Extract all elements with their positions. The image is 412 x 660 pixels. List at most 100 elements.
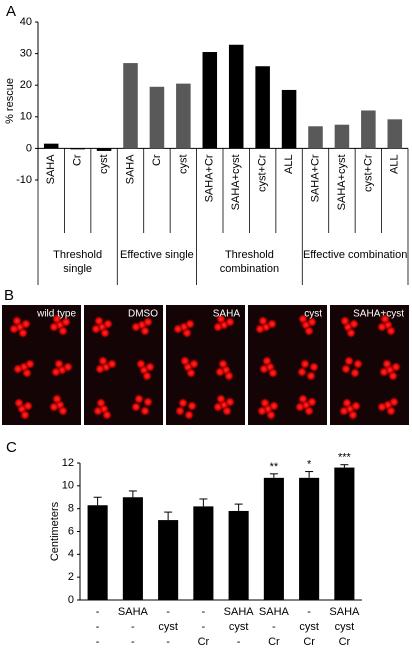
image-label: wild type xyxy=(36,309,76,320)
cell-blob xyxy=(257,406,267,416)
cell-blob xyxy=(339,406,349,416)
cell-blob xyxy=(63,362,73,372)
cell-blob xyxy=(61,317,71,327)
panel-letter: C xyxy=(6,439,17,456)
cell-blob xyxy=(100,328,110,338)
cell-blob xyxy=(350,368,360,378)
image-label: cyst xyxy=(304,309,322,320)
y-tick-label: 40 xyxy=(20,16,32,28)
x-tick-label: - xyxy=(272,621,276,633)
cell-blob xyxy=(346,328,356,338)
cell-blob xyxy=(178,398,188,408)
cell-blob xyxy=(218,359,228,369)
x-tick-label: cyst+Cr xyxy=(257,154,269,192)
x-tick-label: - xyxy=(202,606,206,618)
cell-blob xyxy=(131,402,141,412)
cell-blob xyxy=(22,368,32,378)
cell-blob xyxy=(389,397,399,407)
image-label: SAHA xyxy=(213,309,241,320)
panel-letter: B xyxy=(4,287,14,304)
bar xyxy=(361,110,376,149)
y-tick-label: 8 xyxy=(68,503,74,515)
y-axis-label: Centimeters xyxy=(49,501,61,561)
cell-blob xyxy=(349,319,359,329)
bar xyxy=(255,66,270,149)
cell-blob xyxy=(341,364,351,374)
cell-blob xyxy=(304,326,314,336)
cell-blob xyxy=(259,364,269,374)
x-tick-label: - xyxy=(202,621,206,633)
cell-blob xyxy=(51,367,61,377)
x-tick-label: Cr xyxy=(339,636,351,648)
cell-blob xyxy=(388,371,398,381)
cell-blob xyxy=(145,362,155,372)
cell-blob xyxy=(54,359,64,369)
bar xyxy=(308,126,323,149)
x-tick-label: - xyxy=(237,636,241,648)
cell-blob xyxy=(386,326,396,336)
cell-blob xyxy=(49,322,59,332)
cell-blob xyxy=(173,324,183,334)
x-tick-label: cyst+Cr xyxy=(362,154,374,192)
bar xyxy=(96,148,112,151)
cell-blob xyxy=(391,362,401,372)
cell-blob xyxy=(348,410,358,420)
y-tick-label: 0 xyxy=(26,142,32,154)
cell-blob xyxy=(95,364,105,374)
x-tick-label: SAHA+cyst xyxy=(230,154,242,210)
group-label: Threshold combination xyxy=(219,249,280,275)
x-tick-label: - xyxy=(166,636,170,648)
significance: *** xyxy=(338,452,352,464)
cell-blob xyxy=(93,406,103,416)
cell-blob xyxy=(143,397,153,407)
x-tick-label: - xyxy=(131,636,135,648)
bar xyxy=(334,124,350,149)
bar xyxy=(87,505,108,600)
bar xyxy=(387,119,403,149)
x-tick-label: Cr xyxy=(268,636,280,648)
cell-blob xyxy=(189,359,199,369)
cell-blob xyxy=(269,401,279,411)
image-label: SAHA+cyst xyxy=(353,309,404,320)
cell-blob xyxy=(216,394,226,404)
x-tick-label: cyst xyxy=(158,621,178,633)
cell-blob xyxy=(342,398,352,408)
cell-blob xyxy=(143,317,153,327)
cell-blob xyxy=(185,319,195,329)
cell-blob xyxy=(298,314,308,324)
cell-blob xyxy=(344,356,354,366)
cell-blob xyxy=(215,367,225,377)
cell-blob xyxy=(222,406,232,416)
y-axis-label: % rescue xyxy=(4,78,16,124)
cell-blob xyxy=(140,326,150,336)
y-tick-label: 6 xyxy=(68,525,74,537)
x-tick-label: ALL xyxy=(389,154,401,174)
cell-blob xyxy=(382,359,392,369)
y-tick-label: 20 xyxy=(20,79,32,91)
cell-blob xyxy=(96,398,106,408)
cell-blob xyxy=(377,402,387,412)
bar xyxy=(70,148,85,150)
cell-blob xyxy=(23,401,33,411)
x-tick-label: SAHA xyxy=(45,154,57,185)
cell-blob xyxy=(18,328,28,338)
cell-blob xyxy=(300,359,310,369)
bar xyxy=(299,477,320,600)
cell-blob xyxy=(20,410,30,420)
cell-blob xyxy=(25,359,35,369)
cell-blob xyxy=(13,364,23,374)
bar xyxy=(228,44,244,149)
cell-blob xyxy=(107,359,117,369)
cell-blob xyxy=(309,362,319,372)
cell-blob xyxy=(304,406,314,416)
cell-blob xyxy=(58,406,68,416)
y-tick-label: 4 xyxy=(68,548,74,560)
x-tick-label: Cr xyxy=(198,636,210,648)
y-tick-label: 0 xyxy=(68,594,74,606)
bar xyxy=(228,510,249,600)
x-tick-label: - xyxy=(96,636,100,648)
cell-blob xyxy=(14,398,24,408)
cell-blob xyxy=(49,402,59,412)
cell-blob xyxy=(103,319,113,329)
bar xyxy=(176,83,191,149)
